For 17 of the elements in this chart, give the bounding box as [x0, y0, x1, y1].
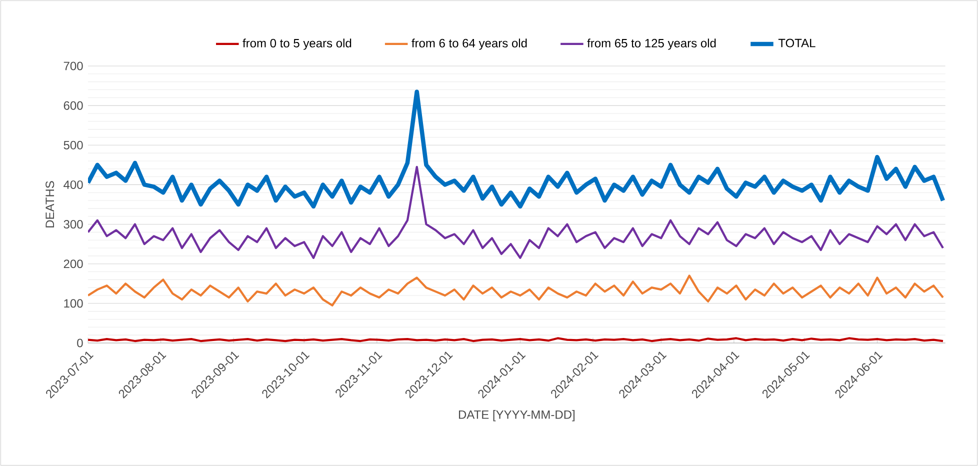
y-tick-label: 300 — [64, 220, 83, 229]
y-axis-title: DEATHS — [46, 181, 54, 228]
line-series — [88, 90, 946, 209]
legend-label: TOTAL — [778, 38, 816, 48]
y-tick-label: 500 — [64, 140, 83, 150]
y-tick-label: 0 — [77, 338, 83, 348]
y-tick-label: 600 — [64, 101, 83, 110]
y-tick-label: 200 — [64, 260, 83, 268]
legend-label: from 0 to 5 years old — [242, 38, 352, 50]
x-axis-title: DATE [YYYY-MM-DD] — [458, 410, 574, 422]
legend-label: from 65 to 125 years old — [587, 38, 716, 50]
line-series — [88, 166, 944, 259]
y-tick-label: 400 — [64, 180, 83, 189]
y-tick-label: 700 — [64, 62, 83, 70]
y-tick-label: 100 — [64, 299, 83, 308]
legend-label: from 6 to 64 years old — [412, 38, 527, 50]
line-series — [88, 274, 944, 306]
